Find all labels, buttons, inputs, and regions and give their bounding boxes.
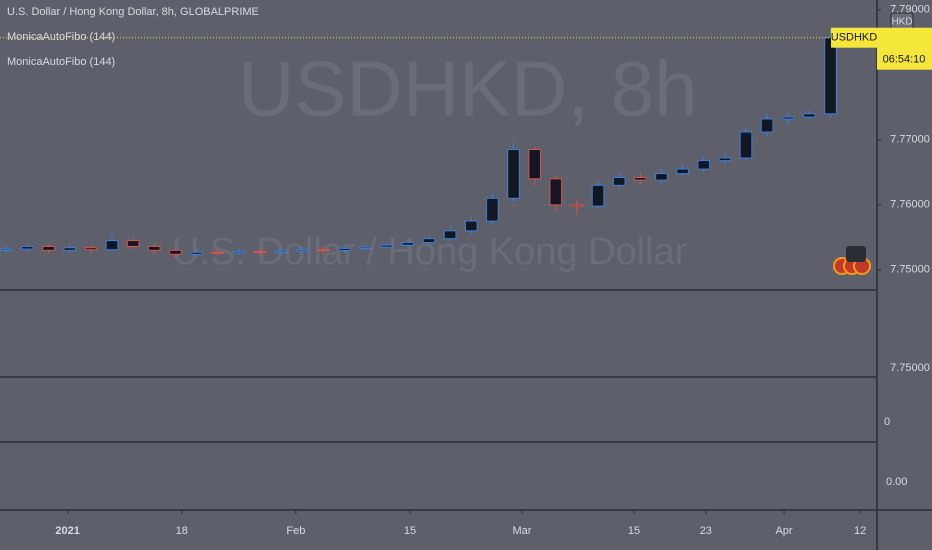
candle-body: [0, 248, 13, 251]
candle-body: [211, 251, 224, 254]
candle-body: [549, 178, 563, 206]
x-tick-label: 12: [854, 525, 866, 537]
candle-body: [42, 245, 55, 251]
candle-body: [591, 184, 605, 207]
candle-body: [253, 251, 267, 254]
candle-body: [295, 249, 309, 252]
candle-body: [63, 247, 77, 251]
x-tick-label: Feb: [286, 525, 305, 537]
y-tick-label: 7.79000: [890, 4, 930, 16]
candle-body: [232, 251, 246, 254]
event-icons: [833, 246, 871, 275]
candle-body: [380, 244, 394, 248]
x-tick-label: 18: [176, 525, 188, 537]
symbol-badge: [831, 27, 877, 48]
candle-body: [401, 242, 415, 246]
watermark: USDHKD, 8h: [238, 45, 697, 133]
candle-body: [84, 247, 98, 251]
pane-axis-label: 0: [884, 416, 890, 428]
x-tick-label: 15: [404, 525, 416, 537]
candle-body: [507, 149, 520, 199]
pane-axis-label: 7.75000: [890, 362, 930, 374]
chart-title: U.S. Dollar / Hong Kong Dollar, 8h, GLOB…: [7, 6, 259, 18]
candle-body: [21, 245, 34, 250]
candle-body: [634, 177, 647, 181]
indicator-label: MonicaAutoFibo (144): [7, 31, 115, 43]
candles: [0, 9, 877, 271]
candle-body: [570, 204, 584, 207]
candle-body: [781, 116, 795, 120]
candle-body: [824, 37, 837, 115]
y-tick-label: 7.77000: [890, 134, 930, 146]
x-tick-label: Mar: [512, 525, 531, 537]
indicator-label: MonicaAutoFibo (144): [7, 56, 115, 68]
candle-body: [739, 131, 753, 159]
y-tick-label: 7.75000: [890, 264, 930, 276]
candle-body: [126, 240, 140, 247]
candle-body: [612, 177, 626, 186]
candle-body: [317, 249, 330, 252]
candle-body: [486, 197, 499, 222]
x-tick-label: 15: [628, 525, 640, 537]
candle-body: [359, 246, 372, 249]
candle-body: [760, 118, 774, 133]
candle-body: [676, 168, 689, 175]
currency-label: HKD: [891, 17, 912, 28]
x-tick-label: Apr: [775, 525, 792, 537]
candle-body: [528, 149, 541, 180]
candle-body: [338, 247, 351, 251]
candle-body: [274, 250, 288, 253]
y-tick-label: 7.76000: [890, 199, 930, 211]
x-tick-label: 2021: [55, 525, 79, 537]
candle-body: [803, 113, 816, 118]
countdown-label: 06:54:10: [883, 54, 926, 66]
candle-body: [697, 160, 711, 170]
candle-body: [655, 173, 668, 181]
candle-body: [464, 220, 478, 232]
candle-body: [443, 230, 457, 240]
pane-axis-label: 0.00: [886, 476, 907, 488]
symbol-label: USDHKD: [831, 32, 878, 44]
candle-body: [147, 245, 161, 251]
price-badge: [877, 27, 932, 70]
x-tick-label: 23: [700, 525, 712, 537]
candle-body: [718, 157, 732, 162]
candle-body: [105, 240, 119, 251]
watermark-subtitle: U.S. Dollar / Hong Kong Dollar: [172, 231, 688, 273]
candle-body: [190, 251, 203, 255]
candle-body: [169, 249, 182, 255]
candle-body: [422, 238, 436, 244]
